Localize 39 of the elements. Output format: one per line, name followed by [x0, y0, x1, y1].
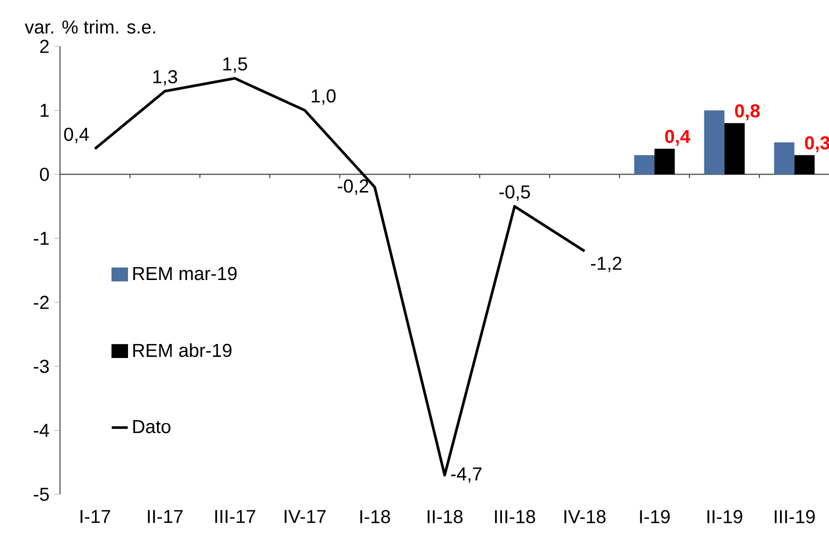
y-tick-label: -4 [34, 424, 50, 437]
legend-label: REM mar-19 [133, 266, 237, 280]
data-label: 0,4 [64, 128, 89, 144]
data-label: 1,0 [312, 89, 336, 105]
data-label: 0,4 [665, 130, 690, 146]
bar [794, 155, 815, 174]
y-tick-label: 1 [40, 104, 49, 117]
y-axis-title: var. % trim. s.e. [24, 20, 156, 34]
y-tick-label: 0 [40, 168, 49, 181]
x-tick-label: I-19 [640, 510, 670, 524]
bar [704, 110, 724, 174]
x-tick-label: III-18 [495, 510, 536, 524]
data-label: -0,2 [338, 179, 368, 195]
bar [634, 155, 654, 174]
data-label: -4,7 [451, 468, 482, 483]
bar [724, 123, 745, 174]
y-tick-label: -3 [34, 360, 49, 373]
x-tick-label: II-17 [148, 510, 183, 523]
data-label: 0,8 [735, 104, 760, 120]
bar [654, 148, 675, 174]
data-label: -0,5 [499, 185, 530, 201]
x-tick-label: III-19 [774, 510, 815, 524]
y-tick-label: -1 [34, 232, 49, 245]
legend-label: Dato [133, 420, 170, 434]
y-tick-label: -5 [34, 488, 49, 501]
data-label: 1,3 [153, 70, 178, 86]
x-tick-label: IV-18 [564, 510, 606, 524]
data-label: -1,2 [590, 256, 622, 272]
bar [774, 142, 794, 174]
x-tick-label: II-19 [707, 510, 742, 524]
x-tick-label: II-18 [428, 510, 463, 524]
x-tick-label: III-17 [215, 510, 256, 523]
legend-label: REM abr-19 [133, 343, 232, 358]
x-tick-label: IV-17 [284, 510, 326, 523]
x-tick-label: I-17 [80, 510, 110, 523]
y-tick-label: 2 [40, 40, 49, 53]
y-tick-label: -2 [34, 296, 49, 309]
data-label: 1,5 [223, 58, 248, 73]
x-tick-label: I-18 [360, 510, 390, 524]
